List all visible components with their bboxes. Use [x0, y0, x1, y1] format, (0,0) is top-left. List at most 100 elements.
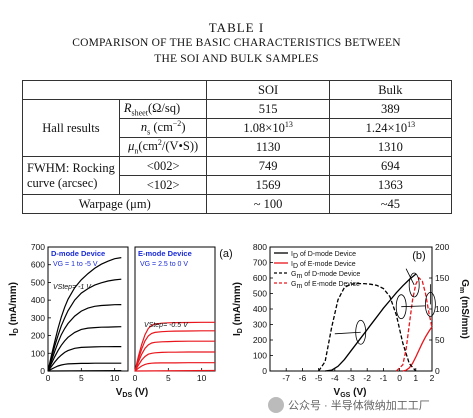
warpage-soi-value: ~ 100	[206, 194, 330, 214]
y-tick-label: 400	[253, 304, 267, 314]
y-right-tick-label: 150	[435, 273, 449, 283]
series-line	[134, 351, 215, 372]
watermark-text: 公众号 · 半导体微纳加工工厂	[288, 400, 430, 412]
x-tick-label: 5	[166, 373, 171, 383]
series-line	[134, 321, 215, 372]
y-tick-label: 500	[31, 277, 45, 287]
subplot-device-label: E-mode Device	[138, 249, 192, 258]
y-tick-label: 700	[253, 258, 267, 268]
x-axis-label: VDS (V)	[116, 387, 149, 399]
figure-b: 0100200300400500600700800050100150200-7-…	[232, 242, 470, 399]
y-tick-label: 100	[253, 351, 267, 361]
panel-label-a: (a)	[219, 248, 232, 260]
warpage-label: Warpage (μm)	[21, 194, 208, 214]
panel-label-b: (b)	[412, 250, 425, 262]
table-row: Warpage (μm) ~ 100 ~45	[21, 194, 453, 214]
y-right-tick-label: 0	[435, 366, 440, 376]
y-right-tick-label: 200	[435, 242, 449, 252]
rsheet-soi-value: 515	[206, 99, 330, 119]
y-axis-label: ID (mA/mm)	[8, 282, 20, 336]
rocking-002-bulk-value: 694	[328, 156, 453, 176]
y-tick-label: 600	[31, 260, 45, 270]
characteristics-table: SOI Bulk Hall results Rsheet(Ω/sq) 515 3…	[21, 80, 453, 214]
rocking-002-soi-value: 749	[206, 156, 330, 176]
y-tick-label: 300	[253, 320, 267, 330]
x-tick-label: 0	[397, 373, 402, 383]
x-tick-label: 10	[197, 373, 207, 383]
y-tick-label: 700	[31, 242, 45, 252]
y-tick-label: 100	[31, 348, 45, 358]
mobility-bulk-value: 1310	[328, 137, 453, 157]
x-tick-label: -7	[282, 373, 290, 383]
table-row: <102> 1569 1363	[23, 175, 453, 195]
x-tick-label: -5	[315, 373, 323, 383]
series-line	[47, 304, 122, 372]
annotation-arrow	[405, 268, 415, 286]
series-line	[47, 278, 122, 372]
ns-label: ns (cm−2)	[118, 118, 208, 138]
subplot-condition-label: VG = 2.5 to 0 V	[140, 261, 188, 268]
series-line	[134, 362, 215, 372]
y-tick-label: 400	[31, 295, 45, 305]
y-right-axis-label: Gm (mS/mm)	[458, 279, 470, 339]
y-right-tick-label: 100	[435, 304, 449, 314]
legend-entry: Gm of E-mode Device	[291, 281, 360, 290]
ns-soi-value: 1.08×1013	[206, 118, 330, 138]
series-line	[47, 346, 122, 372]
table-caption-line-1: COMPARISON OF THE BASIC CHARACTERISTICS …	[72, 37, 401, 49]
subplot-condition-label: VG = 1 to -5 V	[53, 261, 98, 268]
watermark: 公众号 · 半导体微纳加工工厂	[268, 394, 473, 416]
y-tick-label: 200	[31, 331, 45, 341]
subplot-step-label: VStep= -0.5 V	[144, 322, 189, 329]
y-tick-label: 500	[253, 289, 267, 299]
rocking-002-label: <002>	[118, 156, 208, 176]
series-line	[318, 282, 417, 372]
table-header-row: SOI Bulk	[21, 80, 453, 100]
wechat-icon	[268, 397, 284, 413]
rocking-102-label: <102>	[118, 175, 208, 195]
col-header-bulk: Bulk	[328, 80, 453, 100]
table-caption-line-2: THE SOI AND BULK SAMPLES	[154, 53, 319, 65]
y-tick-label: 0	[262, 366, 267, 376]
y-axis-label: ID (mA/mm)	[232, 282, 244, 336]
legend-entry: ID of D-mode Device	[291, 251, 356, 260]
table-row: FWHM: Rocking curve (arcsec) <002> 749 69…	[22, 156, 453, 195]
x-axis-label: VGS (V)	[334, 387, 367, 399]
series-line	[395, 276, 433, 372]
annotation-arrow	[334, 331, 361, 335]
rsheet-label: Rsheet(Ω/sq)	[118, 99, 208, 119]
legend-entry: ID of E-mode Device	[291, 261, 356, 270]
x-tick-label: -2	[363, 373, 371, 383]
annotation-arrow	[401, 305, 426, 308]
x-tick-label: -6	[299, 373, 307, 383]
y-tick-label: 300	[31, 313, 45, 323]
series-line	[134, 369, 216, 372]
y-tick-label: 200	[253, 335, 267, 345]
y-tick-label: 800	[253, 242, 267, 252]
table-corner-cell	[21, 80, 208, 100]
mobility-soi-value: 1130	[206, 137, 330, 157]
warpage-bulk-value: ~45	[328, 194, 453, 214]
series-line	[47, 326, 122, 372]
subplot-device-label: D-mode Device	[51, 249, 105, 258]
x-tick-label: 0	[46, 373, 51, 383]
y-tick-label: 0	[40, 366, 45, 376]
x-tick-label: -3	[347, 373, 355, 383]
series-line	[402, 326, 433, 372]
x-tick-label: -1	[380, 373, 388, 383]
y-right-tick-label: 50	[435, 335, 445, 345]
col-header-soi: SOI	[206, 80, 330, 100]
series-line	[47, 257, 122, 372]
rsheet-bulk-value: 389	[328, 99, 453, 119]
series-line	[134, 340, 215, 372]
rocking-102-bulk-value: 1363	[328, 175, 453, 195]
rocking-102-soi-value: 1569	[206, 175, 330, 195]
x-tick-label: 1	[413, 373, 418, 383]
y-tick-label: 600	[253, 273, 267, 283]
ns-bulk-value: 1.24×1013	[328, 118, 453, 138]
mobility-label: μn(cm2/(V•S))	[118, 137, 208, 157]
annotation-ellipse	[408, 272, 420, 298]
series-line	[47, 362, 122, 372]
